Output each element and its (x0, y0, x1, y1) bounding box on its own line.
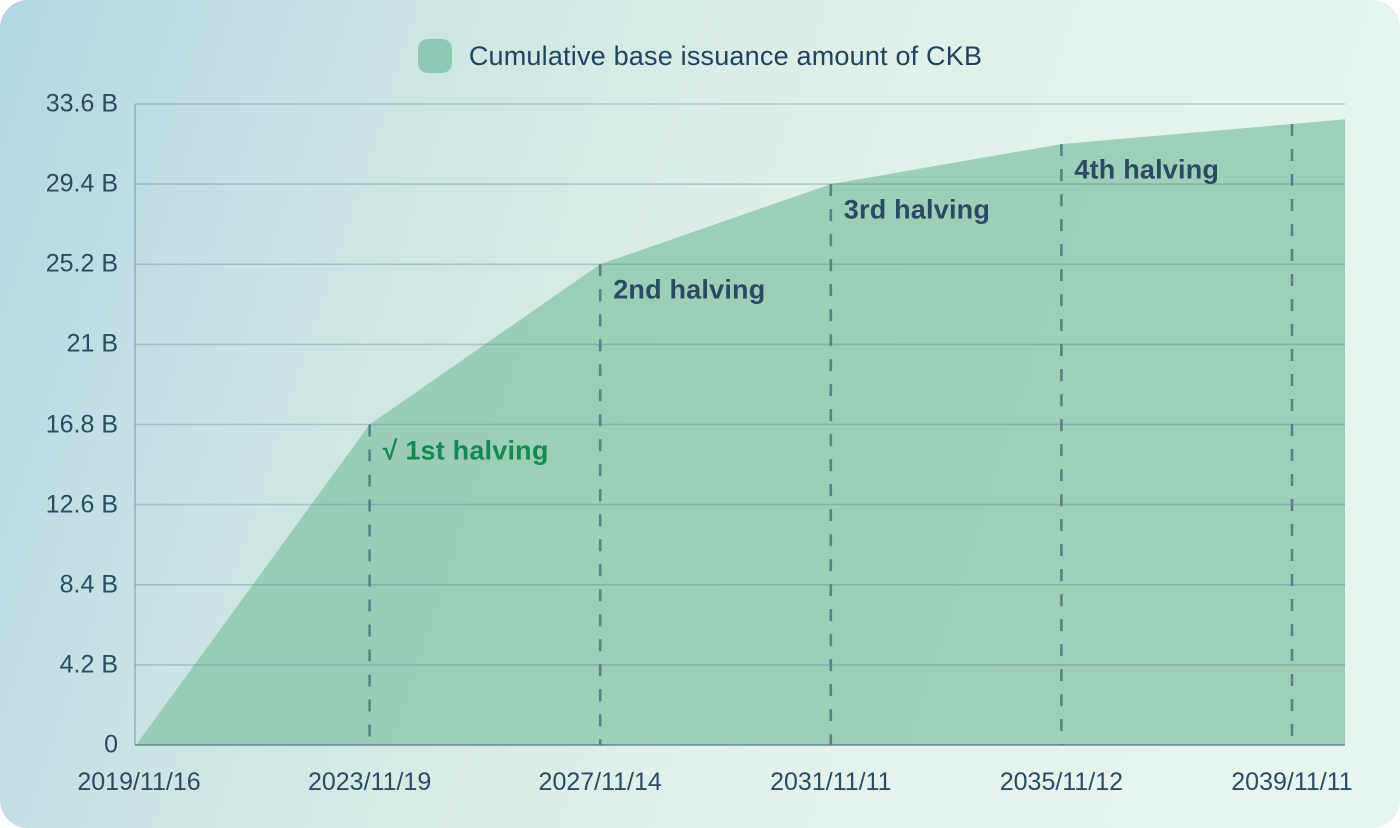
y-tick-label-3: 12.6 B (45, 490, 118, 519)
y-tick-label-6: 25.2 B (45, 249, 118, 278)
legend-swatch-icon (417, 39, 452, 73)
y-tick-label-7: 29.4 B (45, 169, 118, 198)
y-tick-label-0: 0 (104, 730, 118, 759)
y-tick-label-8: 33.6 B (45, 89, 118, 118)
legend-label: Cumulative base issuance amount of CKB (468, 40, 983, 71)
x-tick-label-1: 2023/11/19 (307, 768, 432, 796)
x-tick-label-0: 2019/11/16 (77, 768, 201, 796)
y-tick-label-5: 21 B (66, 329, 118, 358)
y-tick-label-4: 16.8 B (45, 410, 118, 438)
annotation-halving-1: √ 1st halving (382, 435, 549, 465)
annotation-halving-4: 4th halving (1074, 154, 1220, 185)
annotation-halving-3: 3rd halving (843, 194, 991, 225)
x-tick-label-2: 2027/11/14 (538, 768, 662, 796)
chart-legend[interactable]: Cumulative base issuance amount of CKB (0, 39, 1400, 73)
x-tick-label-3: 2031/11/11 (770, 768, 892, 796)
issuance-area-fill (136, 119, 1345, 746)
y-tick-label-1: 4.2 B (59, 650, 118, 679)
x-tick-label-5: 2039/11/11 (1231, 768, 1353, 796)
x-tick-label-4: 2035/11/12 (999, 768, 1124, 796)
annotation-halving-2: 2nd halving (613, 274, 766, 305)
y-tick-label-2: 8.4 B (59, 570, 118, 599)
